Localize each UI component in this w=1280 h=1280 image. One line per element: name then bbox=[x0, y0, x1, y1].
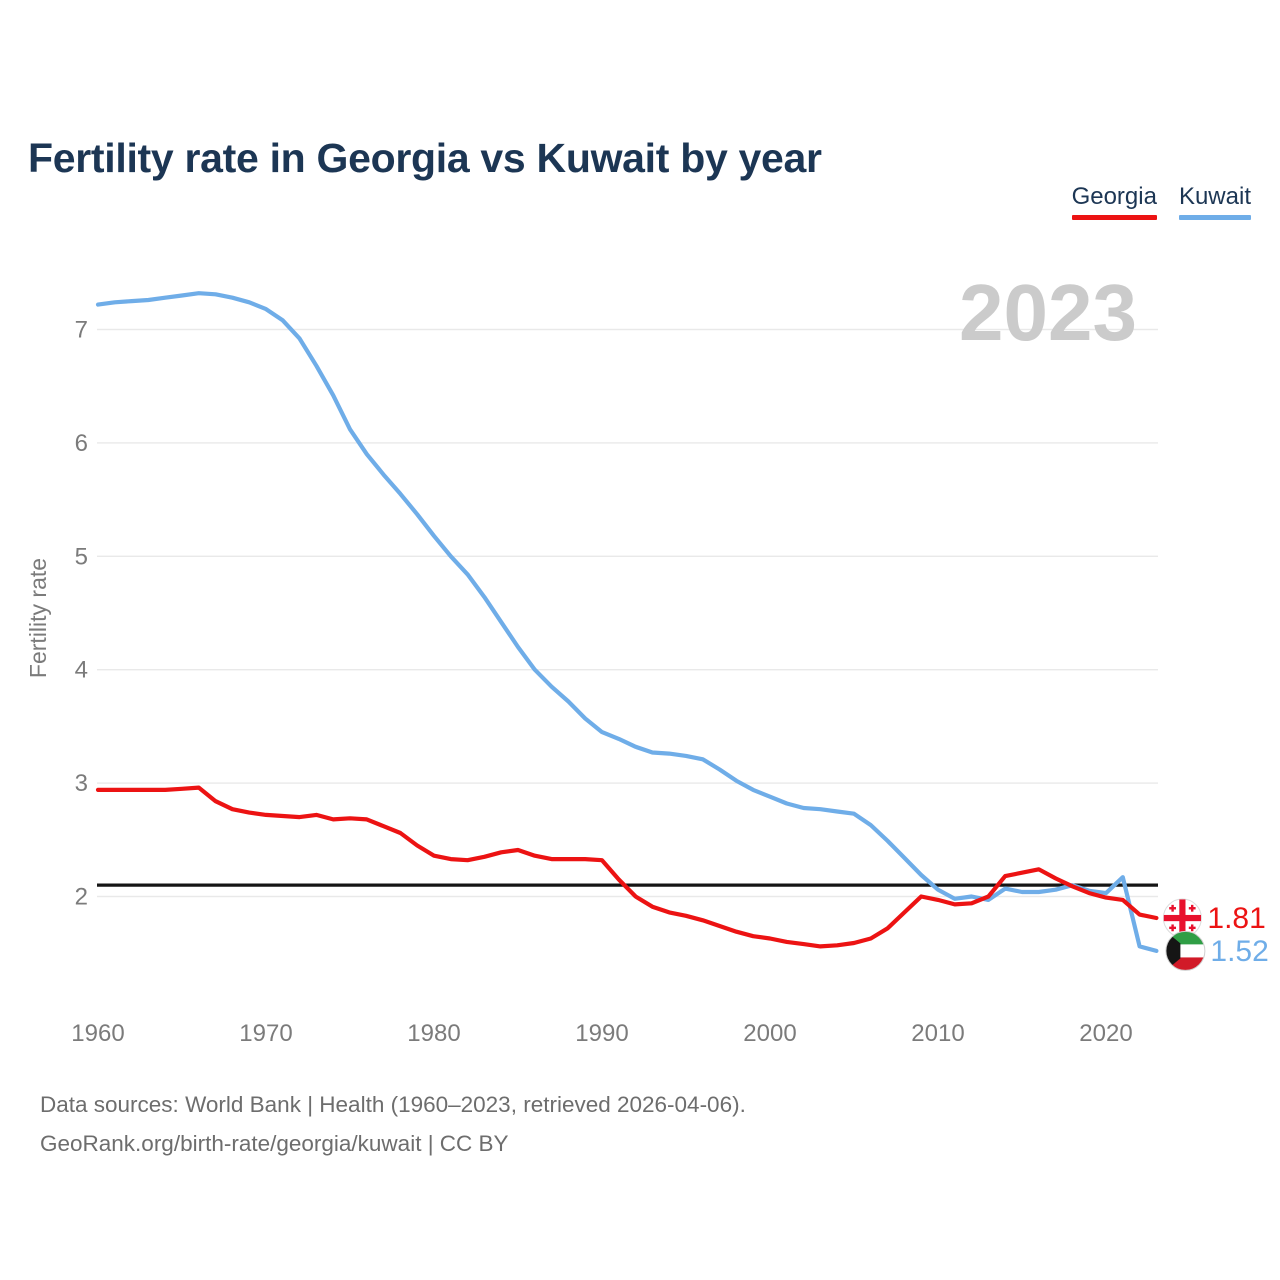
x-tick-label-1980: 1980 bbox=[407, 1020, 460, 1047]
y-tick-label-3: 3 bbox=[75, 770, 88, 797]
y-tick-label-4: 4 bbox=[75, 657, 88, 684]
chart-footer: Data sources: World Bank | Health (1960–… bbox=[40, 1085, 746, 1163]
legend-label-kuwait: Kuwait bbox=[1178, 183, 1251, 210]
x-tick-label-1960: 1960 bbox=[71, 1020, 124, 1047]
kuwait-end-value: 1.52 bbox=[1210, 935, 1268, 968]
y-tick-label-5: 5 bbox=[75, 543, 88, 570]
y-tick-label-7: 7 bbox=[75, 317, 88, 344]
y-axis-title: Fertility rate bbox=[25, 558, 51, 678]
legend-label-georgia: Georgia bbox=[1071, 183, 1157, 210]
page-title: Fertility rate in Georgia vs Kuwait by y… bbox=[28, 135, 822, 182]
x-tick-label-2010: 2010 bbox=[911, 1020, 964, 1047]
kuwait-line[interactable] bbox=[95, 291, 1159, 954]
legend-item-georgia[interactable]: Georgia bbox=[1071, 183, 1157, 220]
legend: Georgia Kuwait bbox=[1071, 183, 1251, 220]
x-tick-label-1970: 1970 bbox=[239, 1020, 292, 1047]
x-tick-label-2020: 2020 bbox=[1079, 1020, 1132, 1047]
x-tick-label-2000: 2000 bbox=[743, 1020, 796, 1047]
legend-item-kuwait[interactable]: Kuwait bbox=[1178, 183, 1251, 220]
y-tick-label-6: 6 bbox=[75, 430, 88, 457]
data-source-line: Data sources: World Bank | Health (1960–… bbox=[40, 1092, 746, 1117]
attribution-line: GeoRank.org/birth-rate/georgia/kuwait | … bbox=[40, 1131, 509, 1156]
georgia-flag-icon bbox=[1162, 898, 1202, 938]
year-watermark: 2023 bbox=[959, 268, 1137, 357]
legend-swatch-georgia bbox=[1071, 215, 1157, 220]
legend-swatch-kuwait bbox=[1178, 215, 1251, 220]
georgia-line[interactable] bbox=[95, 785, 1159, 949]
georgia-end-value: 1.81 bbox=[1207, 902, 1265, 935]
kuwait-flag-icon bbox=[1165, 930, 1206, 971]
y-tick-label-2: 2 bbox=[75, 884, 88, 911]
x-tick-label-1990: 1990 bbox=[575, 1020, 628, 1047]
